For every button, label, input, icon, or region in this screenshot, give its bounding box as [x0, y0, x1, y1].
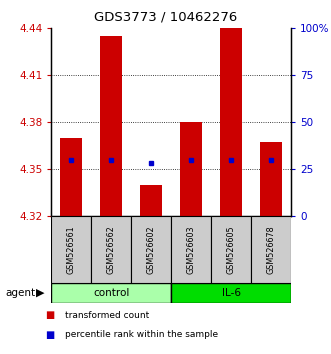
Text: percentile rank within the sample: percentile rank within the sample: [65, 330, 218, 339]
Bar: [91, 216, 131, 283]
Bar: [220, 28, 242, 216]
Text: agent: agent: [5, 288, 35, 298]
Bar: [100, 36, 122, 216]
Text: GSM526678: GSM526678: [267, 225, 276, 274]
Text: ■: ■: [45, 330, 54, 339]
Text: control: control: [93, 288, 129, 298]
Text: ■: ■: [45, 310, 54, 320]
Bar: [171, 283, 291, 303]
Bar: [251, 216, 291, 283]
Bar: [51, 283, 171, 303]
Text: GSM526562: GSM526562: [107, 225, 116, 274]
Bar: [260, 142, 282, 216]
Bar: [211, 216, 251, 283]
Text: GSM526561: GSM526561: [67, 225, 76, 274]
Bar: [51, 216, 91, 283]
Text: GSM526603: GSM526603: [187, 225, 196, 274]
Text: ▶: ▶: [36, 288, 45, 298]
Text: GDS3773 / 10462276: GDS3773 / 10462276: [94, 11, 237, 24]
Text: GSM526605: GSM526605: [227, 225, 236, 274]
Text: IL-6: IL-6: [222, 288, 241, 298]
Text: GSM526602: GSM526602: [147, 225, 156, 274]
Bar: [180, 122, 202, 216]
Bar: [140, 185, 162, 216]
Bar: [171, 216, 211, 283]
Bar: [131, 216, 171, 283]
Bar: [60, 138, 82, 216]
Text: transformed count: transformed count: [65, 310, 149, 320]
